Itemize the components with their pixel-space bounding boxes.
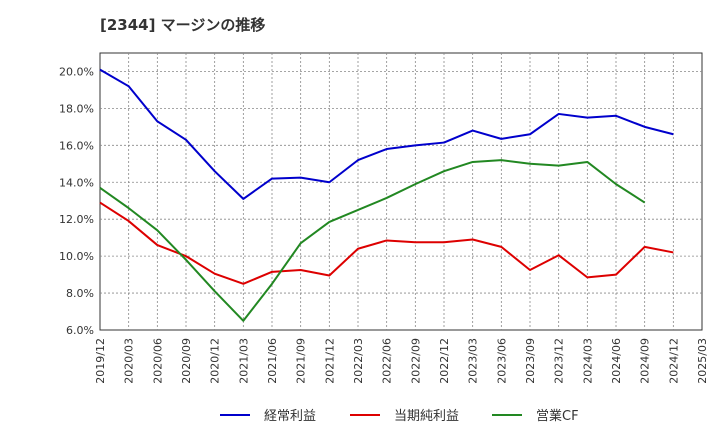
x-tick-label: 2020/06	[151, 338, 164, 384]
y-tick-label: 12.0%	[59, 213, 94, 226]
x-tick-label: 2022/12	[438, 338, 451, 384]
y-tick-label: 16.0%	[59, 139, 94, 152]
x-tick-label: 2021/06	[266, 338, 279, 384]
x-tick-label: 2020/09	[180, 338, 193, 384]
y-tick-label: 14.0%	[59, 176, 94, 189]
legend-label: 当期純利益	[394, 409, 459, 424]
y-tick-label: 18.0%	[59, 102, 94, 115]
x-tick-label: 2024/03	[581, 338, 594, 384]
y-tick-label: 10.0%	[59, 250, 94, 263]
y-tick-label: 20.0%	[59, 65, 94, 78]
chart-title: [2344] マージンの推移	[100, 16, 265, 34]
series-line-3	[99, 159, 646, 322]
x-tick-label: 2020/03	[123, 338, 136, 384]
x-tick-label: 2022/03	[352, 338, 365, 384]
x-tick-label: 2024/09	[639, 338, 652, 384]
x-tick-label: 2024/12	[667, 338, 680, 384]
series-line-2	[99, 201, 674, 285]
x-tick-label: 2025/03	[696, 338, 709, 384]
x-axis: 2019/12 2020/03 2020/06 2020/09 2020/12 2021/…	[94, 338, 709, 384]
x-tick-label: 2020/12	[209, 338, 222, 384]
x-tick-label: 2023/03	[467, 338, 480, 384]
x-tick-label: 2024/06	[610, 338, 623, 384]
x-tick-label: 2021/12	[323, 338, 336, 384]
series-line-1	[99, 68, 674, 200]
legend: 経常利益 当期純利益 営業CF	[220, 408, 579, 424]
y-axis: 6.0% 8.0% 10.0% 12.0% 14.0% 16.0% 18.0% 20.0%	[59, 65, 94, 337]
x-tick-label: 2021/09	[295, 338, 308, 384]
x-tick-label: 2023/12	[553, 338, 566, 384]
x-tick-label: 2023/06	[495, 338, 508, 384]
x-tick-label: 2023/09	[524, 338, 537, 384]
x-tick-label: 2021/03	[237, 338, 250, 384]
series-lines	[99, 68, 674, 322]
y-tick-label: 6.0%	[66, 324, 94, 337]
legend-label: 営業CF	[536, 408, 579, 424]
x-tick-label: 2019/12	[94, 338, 107, 384]
x-tick-label: 2022/09	[409, 338, 422, 384]
x-tick-label: 2022/06	[381, 338, 394, 384]
grid	[100, 53, 702, 330]
y-tick-label: 8.0%	[66, 287, 94, 300]
legend-label: 経常利益	[264, 409, 316, 424]
